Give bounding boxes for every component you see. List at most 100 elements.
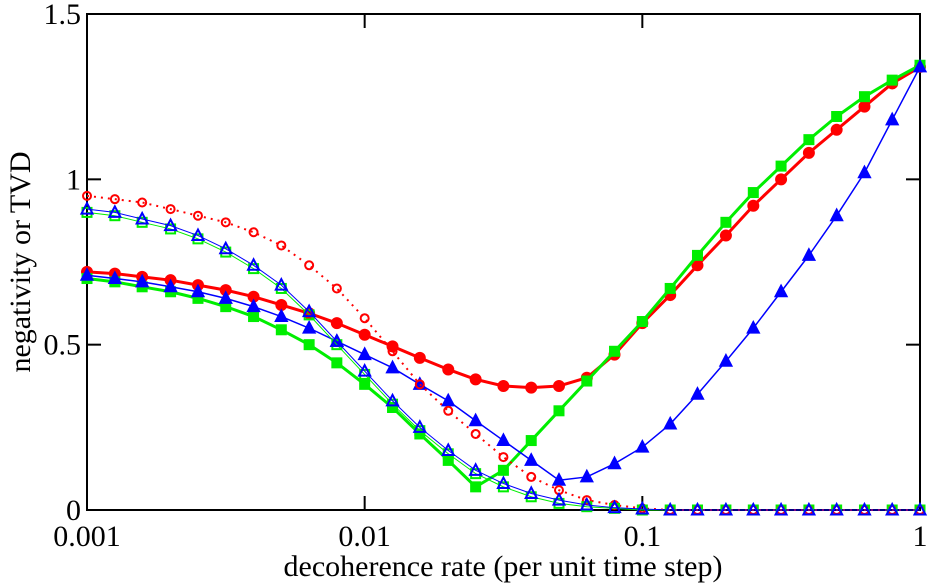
point	[718, 353, 734, 367]
point	[441, 392, 456, 407]
point	[137, 197, 148, 208]
point	[275, 324, 287, 336]
point	[801, 247, 817, 261]
point	[497, 380, 510, 392]
point	[165, 204, 176, 215]
point	[274, 308, 289, 323]
point	[803, 134, 815, 146]
point	[441, 442, 456, 456]
point	[220, 217, 231, 228]
point	[831, 111, 843, 123]
point	[664, 282, 676, 294]
point	[829, 501, 844, 516]
point	[246, 298, 261, 313]
point	[579, 468, 594, 483]
point	[720, 216, 732, 228]
point	[747, 199, 760, 212]
point	[857, 164, 872, 179]
point	[524, 485, 539, 499]
point	[524, 452, 539, 466]
point	[276, 240, 287, 251]
point	[135, 210, 150, 225]
y-tick-label: 1	[66, 163, 81, 196]
point	[468, 412, 483, 427]
point	[773, 501, 789, 516]
point	[79, 267, 95, 281]
point	[163, 278, 178, 293]
point	[443, 405, 454, 416]
point	[442, 363, 455, 376]
point	[525, 381, 538, 394]
point	[470, 481, 482, 493]
point	[579, 496, 594, 511]
point	[551, 491, 567, 506]
point	[330, 317, 343, 330]
point	[163, 217, 178, 232]
point	[635, 439, 650, 453]
point	[552, 380, 565, 392]
point	[857, 501, 872, 516]
point	[496, 432, 511, 447]
point	[135, 273, 150, 288]
point	[412, 419, 427, 433]
point	[218, 290, 233, 304]
point	[190, 283, 206, 298]
point	[107, 204, 123, 218]
y-tick-label: 0.5	[44, 329, 82, 362]
point	[609, 345, 621, 357]
point	[190, 227, 206, 242]
plot-frame	[86, 13, 921, 511]
point	[830, 123, 843, 136]
point	[192, 210, 203, 221]
point	[359, 378, 371, 390]
x-tick-label: 0.001	[53, 520, 121, 553]
point	[82, 190, 92, 201]
point	[829, 207, 844, 222]
point	[691, 249, 703, 261]
x-tick-label: 1	[913, 520, 928, 553]
point	[912, 58, 928, 73]
point	[801, 501, 817, 516]
point	[468, 462, 483, 476]
point	[248, 227, 259, 238]
point	[663, 501, 678, 516]
point	[414, 379, 425, 390]
point	[107, 270, 123, 285]
x-tick-label: 0.01	[338, 520, 391, 553]
point	[746, 319, 761, 334]
point	[329, 333, 345, 347]
series-line	[86, 66, 921, 482]
point	[551, 472, 567, 486]
point	[858, 91, 870, 103]
point	[775, 160, 787, 172]
point	[109, 194, 120, 205]
point	[746, 501, 761, 516]
point	[387, 346, 398, 357]
point	[607, 499, 622, 514]
x-tick-label: 0.1	[624, 520, 662, 553]
point	[303, 339, 315, 351]
series-line	[86, 63, 921, 489]
point	[498, 452, 509, 463]
point	[886, 74, 898, 86]
point	[690, 501, 705, 516]
point	[719, 229, 732, 242]
point	[357, 362, 372, 377]
point	[607, 455, 622, 470]
point	[218, 240, 233, 255]
series-line	[86, 65, 921, 390]
point	[636, 316, 648, 328]
point	[470, 428, 481, 439]
point	[858, 100, 871, 113]
y-tick-label: 0	[66, 494, 81, 527]
point	[248, 311, 260, 323]
point	[385, 359, 400, 374]
point	[773, 283, 789, 298]
point	[885, 501, 900, 516]
point	[301, 319, 317, 334]
point	[747, 187, 759, 199]
point	[357, 346, 372, 361]
point	[581, 375, 593, 387]
point	[885, 111, 900, 126]
y-tick-label: 1.5	[44, 0, 82, 31]
